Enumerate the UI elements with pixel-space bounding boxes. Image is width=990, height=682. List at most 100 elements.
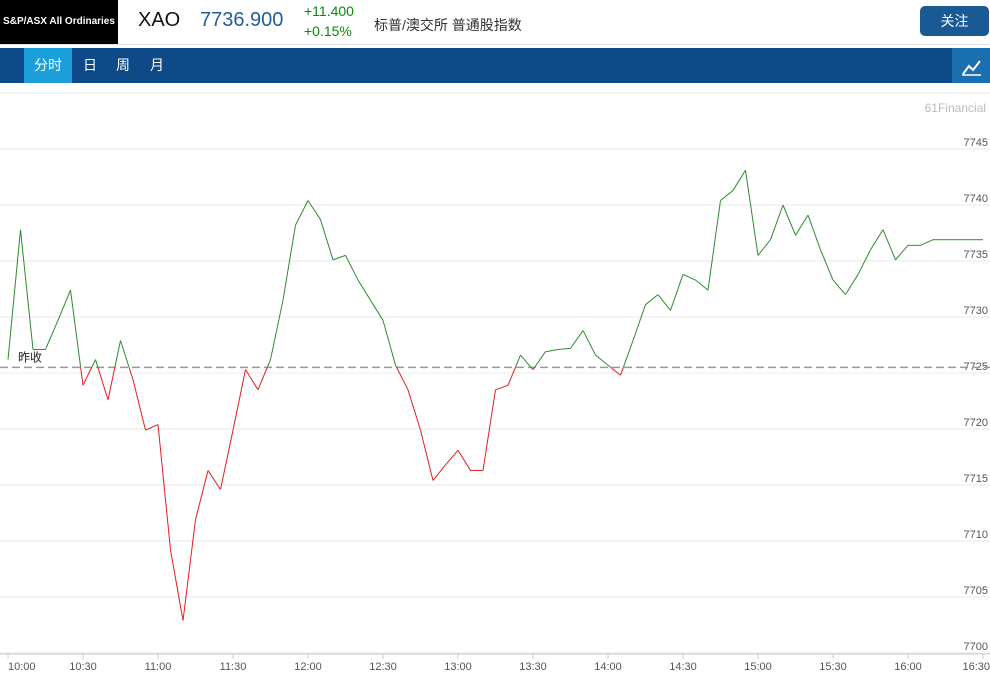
- price-segment: [610, 367, 621, 376]
- price-segment: [534, 351, 546, 368]
- price-segment: [557, 347, 571, 350]
- price-segment: [682, 273, 696, 281]
- price-segment: [495, 384, 509, 391]
- price-segment: [622, 340, 634, 368]
- price-segment: [120, 340, 130, 368]
- price-segment: [807, 214, 821, 250]
- y-tick-label: 7710: [964, 529, 988, 541]
- price-segment: [514, 354, 521, 368]
- price-segment: [657, 294, 671, 311]
- price-segment: [282, 225, 296, 301]
- x-tick-label: 12:30: [369, 661, 397, 673]
- price-segment: [832, 279, 846, 295]
- change-pct: +0.15%: [304, 23, 352, 39]
- price-segment: [128, 367, 134, 380]
- price-segment: [132, 379, 146, 431]
- price-segment: [707, 200, 721, 291]
- price-segment: [545, 348, 559, 353]
- price-segment: [745, 170, 759, 256]
- price-segment: [245, 369, 259, 391]
- x-tick-label: 10:30: [69, 661, 97, 673]
- price-segment: [57, 289, 71, 321]
- price-segment: [157, 424, 171, 551]
- price-segment: [520, 354, 532, 368]
- price-segment: [182, 519, 196, 621]
- y-tick-label: 7735: [964, 249, 988, 261]
- index-name: 标普/澳交所 普通股指数: [374, 17, 522, 33]
- price-segment: [70, 290, 82, 368]
- price-segment: [570, 330, 584, 349]
- y-tick-label: 7715: [964, 473, 988, 485]
- price-segment: [845, 274, 859, 295]
- price-segment: [7, 229, 21, 360]
- watermark: 61Financial: [925, 101, 986, 115]
- price-segment: [795, 214, 809, 236]
- price-segment: [857, 249, 871, 275]
- x-tick-label: 11:30: [220, 661, 247, 673]
- price-segment: [532, 367, 535, 370]
- tab[interactable]: 日: [83, 57, 97, 73]
- x-tick-label: 14:00: [594, 661, 622, 673]
- price-segment: [220, 430, 234, 490]
- price-segment: [270, 300, 284, 360]
- price-segment: [432, 464, 446, 481]
- price-segment: [45, 320, 59, 350]
- price-segment: [91, 359, 96, 368]
- price-segment: [695, 279, 709, 291]
- chart-icon[interactable]: [952, 48, 990, 83]
- logo: S&P/ASX All Ordinaries: [0, 0, 118, 44]
- price-segment: [232, 369, 246, 431]
- price-segment: [382, 320, 396, 366]
- price-segment: [882, 229, 896, 261]
- y-tick-label: 7740: [964, 193, 988, 205]
- price-segment: [370, 299, 384, 321]
- price-segment: [295, 200, 309, 226]
- price-segment: [482, 389, 496, 471]
- price-segment: [870, 229, 884, 251]
- price-segment: [582, 330, 596, 356]
- price-segment: [895, 244, 909, 261]
- price-segment: [207, 470, 221, 490]
- price-segment: [732, 170, 746, 191]
- price-segment: [396, 367, 409, 391]
- price: 7736.900: [200, 9, 284, 31]
- price-segment: [920, 239, 934, 246]
- price-segment: [420, 429, 434, 481]
- y-tick-label: 7720: [964, 417, 988, 429]
- tab[interactable]: 分时: [24, 48, 72, 83]
- prev-close-label: 昨收: [18, 351, 42, 365]
- x-tick-label: 15:00: [744, 661, 772, 673]
- tab[interactable]: 周: [116, 57, 130, 73]
- x-tick-label: 12:00: [294, 661, 322, 673]
- icon-graphic: [962, 60, 981, 76]
- price-segment: [757, 239, 771, 256]
- follow-button[interactable]: 关注: [920, 6, 989, 36]
- price-segment: [507, 367, 516, 386]
- price-segment: [195, 470, 209, 520]
- price-segment: [407, 389, 421, 431]
- x-tick-label: 16:30: [962, 661, 990, 673]
- price-segment: [145, 424, 159, 431]
- price-segment: [95, 359, 99, 368]
- price-segment: [80, 367, 84, 386]
- price-segment: [170, 549, 184, 621]
- price-segment: [720, 190, 734, 201]
- x-tick-label: 13:00: [444, 661, 472, 673]
- price-segment: [114, 340, 121, 368]
- price-segment: [345, 255, 359, 281]
- y-tick-label: 7705: [964, 585, 988, 597]
- y-tick-label: 7745: [964, 137, 988, 149]
- price-segment: [395, 364, 398, 368]
- x-tick-label: 11:00: [145, 661, 172, 673]
- tab[interactable]: 月: [150, 57, 164, 73]
- price-segment: [620, 367, 624, 376]
- price-segment: [820, 249, 834, 281]
- y-tick-label: 7730: [964, 305, 988, 317]
- price-segment: [107, 367, 116, 400]
- y-tick-label: 7700: [964, 641, 988, 653]
- price-segment: [645, 294, 659, 306]
- price-segment: [670, 274, 684, 311]
- change: +11.400: [304, 3, 354, 19]
